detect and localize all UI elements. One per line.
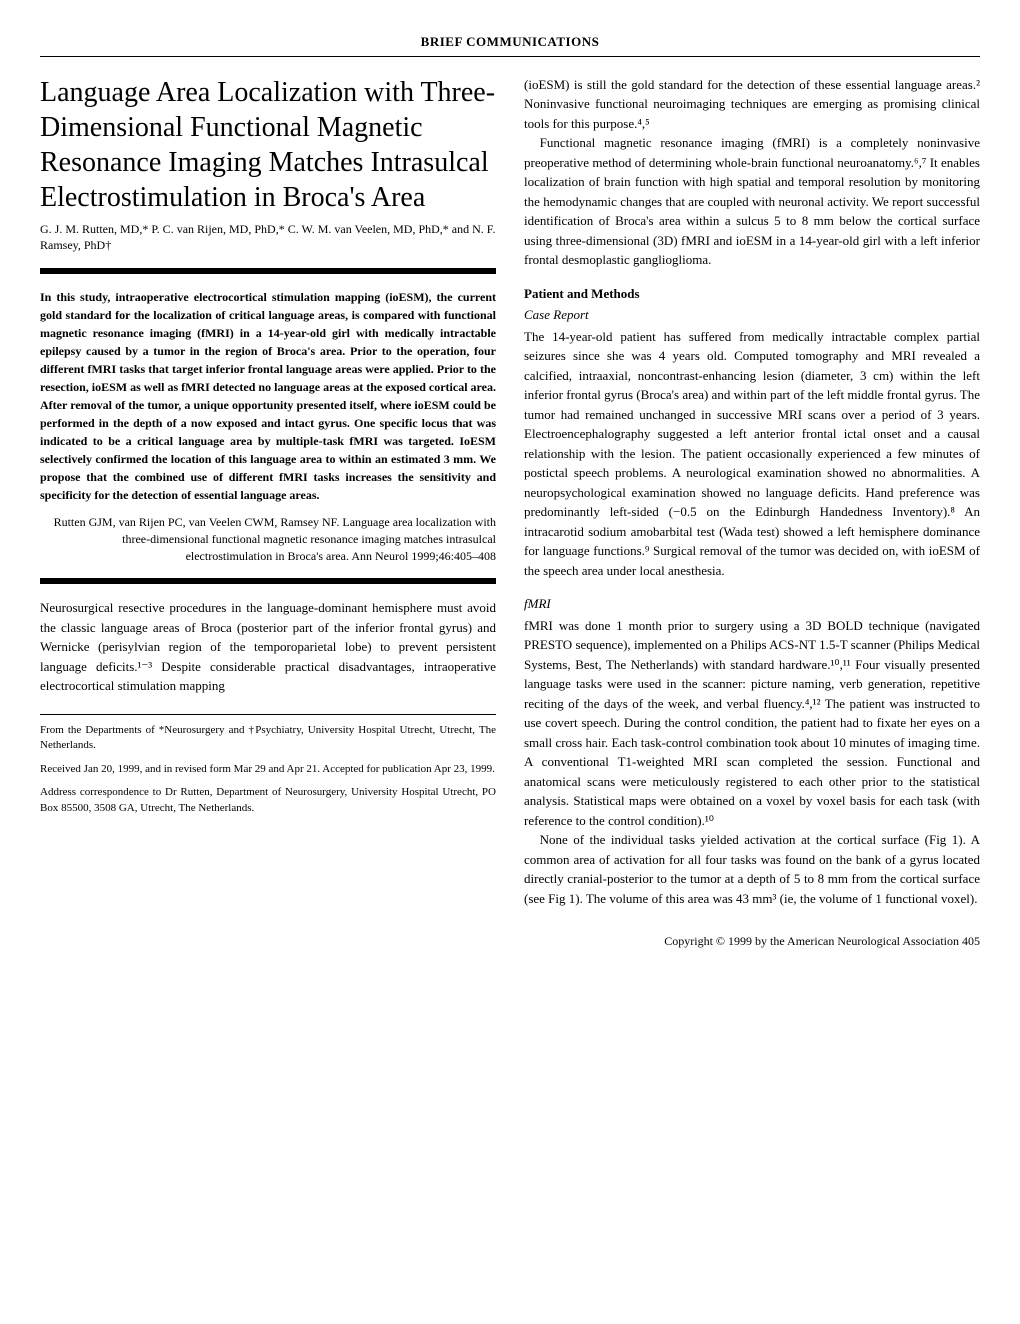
section-header: BRIEF COMMUNICATIONS <box>40 32 980 57</box>
subsection-heading-case-report: Case Report <box>524 305 980 325</box>
divider-rule <box>40 578 496 584</box>
two-column-layout: Language Area Localization with Three-Di… <box>40 75 980 909</box>
body-paragraph: Functional magnetic resonance imaging (f… <box>524 133 980 270</box>
section-heading-patient-methods: Patient and Methods <box>524 284 980 304</box>
right-column: (ioESM) is still the gold standard for t… <box>524 75 980 909</box>
fmri-paragraph: None of the individual tasks yielded act… <box>524 830 980 908</box>
footnote-block: From the Departments of *Neurosurgery an… <box>40 714 496 816</box>
author-list: G. J. M. Rutten, MD,* P. C. van Rijen, M… <box>40 221 496 255</box>
affiliation-note: From the Departments of *Neurosurgery an… <box>40 723 496 754</box>
received-note: Received Jan 20, 1999, and in revised fo… <box>40 762 496 777</box>
intro-paragraph: Neurosurgical resective procedures in th… <box>40 598 496 696</box>
abstract-text: In this study, intraoperative electrocor… <box>40 288 496 504</box>
copyright-line: Copyright © 1999 by the American Neurolo… <box>40 932 980 950</box>
left-column: Language Area Localization with Three-Di… <box>40 75 496 909</box>
fmri-paragraph: fMRI was done 1 month prior to surgery u… <box>524 616 980 831</box>
correspondence-note: Address correspondence to Dr Rutten, Dep… <box>40 785 496 816</box>
article-title: Language Area Localization with Three-Di… <box>40 75 496 215</box>
citation-block: Rutten GJM, van Rijen PC, van Veelen CWM… <box>40 514 496 564</box>
subsection-heading-fmri: fMRI <box>524 594 980 614</box>
body-paragraph: (ioESM) is still the gold standard for t… <box>524 75 980 134</box>
case-report-paragraph: The 14-year-old patient has suffered fro… <box>524 327 980 581</box>
divider-rule <box>40 268 496 274</box>
